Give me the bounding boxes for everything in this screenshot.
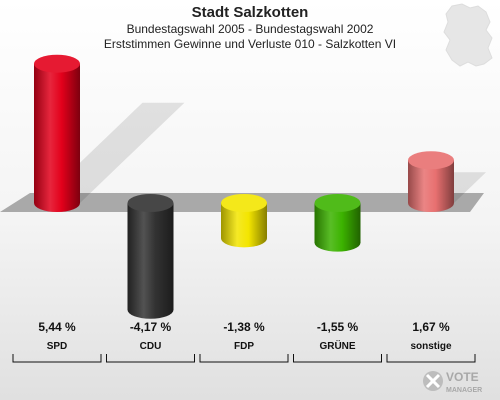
bar-fdp [221, 194, 267, 248]
value-label: -1,55 % [317, 320, 359, 334]
category-bracket [12, 354, 102, 363]
category-bracket [199, 354, 289, 363]
category-label: FDP [234, 341, 254, 352]
chart-subtitle-2: Erststimmen Gewinne und Verluste 010 - S… [103, 37, 397, 51]
vote-manager-logo: VOTE MANAGER [423, 370, 482, 394]
value-label: 5,44 % [38, 320, 76, 334]
chart-title: Stadt Salzkotten [191, 4, 309, 21]
chart-header: Stadt Salzkotten Bundestagswahl 2005 - B… [0, 4, 500, 52]
bar-cdu [127, 194, 174, 319]
germany-map-icon [443, 3, 493, 67]
value-label: -1,38 % [223, 320, 265, 334]
category-label: sonstige [410, 341, 452, 352]
bar-spd [34, 54, 80, 212]
category-bracket [293, 354, 382, 363]
chart-subtitle-1: Bundestagswahl 2005 - Bundestagswahl 200… [126, 22, 374, 36]
category-label: SPD [47, 341, 68, 352]
logo-text-vote: VOTE [446, 370, 479, 384]
value-label: 1,67 % [412, 320, 450, 334]
category-bracket [386, 354, 476, 363]
category-label: CDU [140, 341, 162, 352]
category-label: GRÜNE [319, 339, 355, 352]
value-label: -4,17 % [130, 320, 172, 334]
logo-text-manager: MANAGER [446, 387, 482, 394]
category-bracket [106, 354, 195, 363]
bar-grüne [314, 194, 361, 252]
bar-sonstige [408, 151, 454, 212]
